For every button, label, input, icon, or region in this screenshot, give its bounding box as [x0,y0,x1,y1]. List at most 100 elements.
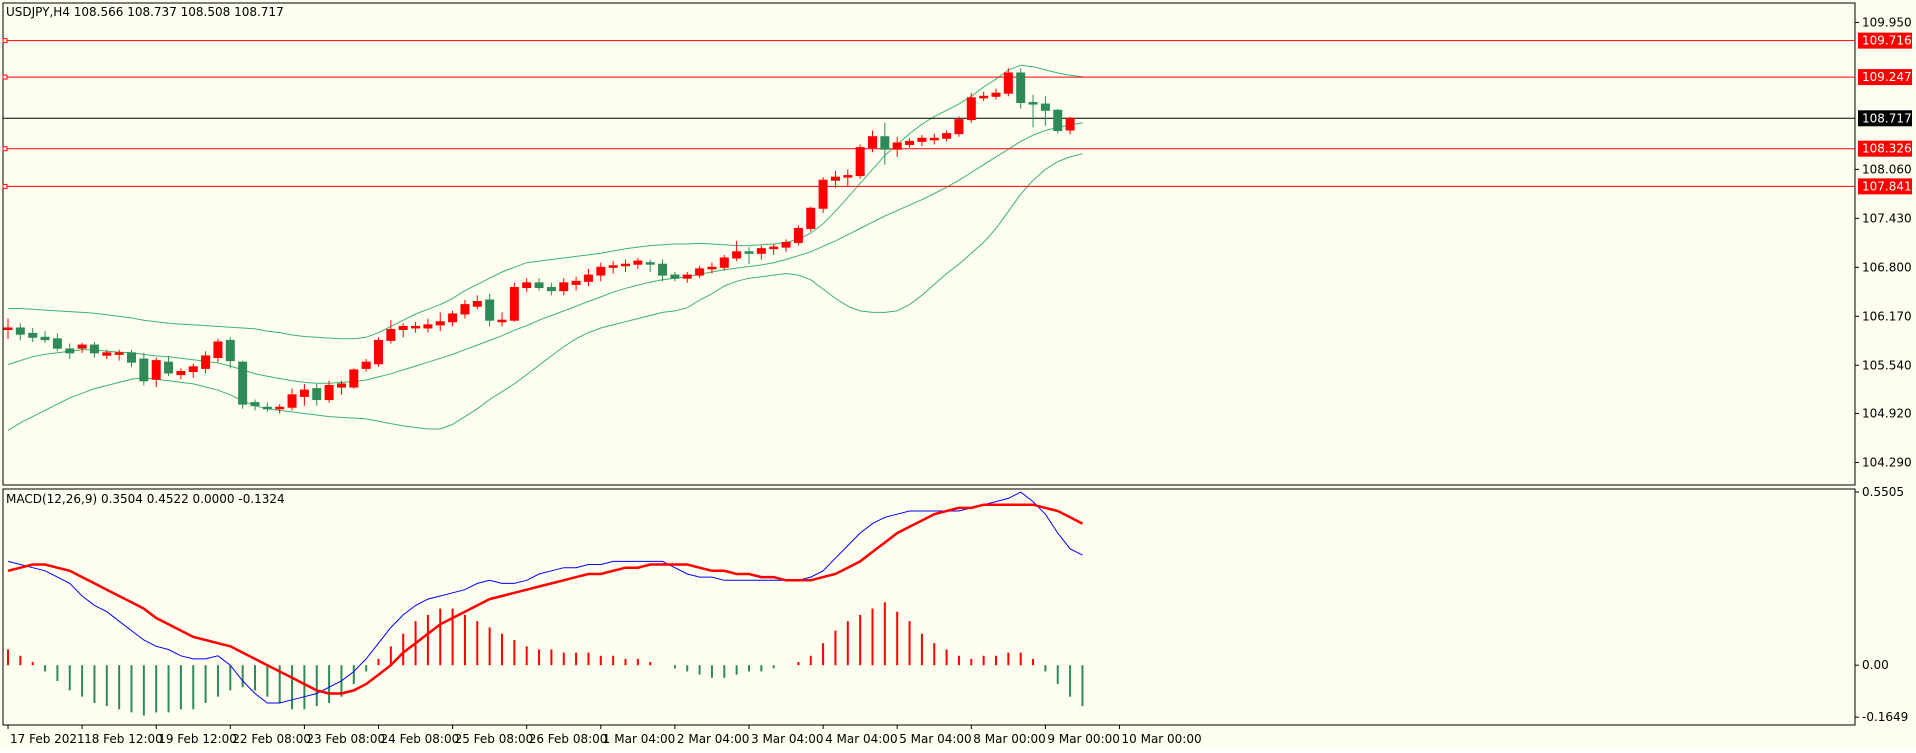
candle-body [262,406,272,410]
candle-body [608,265,618,268]
time-tick-label: 26 Feb 08:00 [529,732,608,746]
candle-body [892,142,902,150]
candle-body [349,369,359,388]
candle-body [472,301,482,307]
candle-body [954,119,964,135]
candle-body [781,241,791,248]
candle-body [880,136,890,150]
candle-body [460,304,470,315]
candle-body [744,251,754,254]
price-tick-label: 104.920 [1862,406,1912,420]
symbol-header: USDJPY,H4 108.566 108.737 108.508 108.71… [6,5,284,19]
level-handle[interactable] [2,146,8,152]
macd-tick-label: -0.1649 [1862,710,1908,724]
candle-body [201,355,211,369]
candle-body [213,341,223,359]
level-price-tag [1858,178,1912,195]
candle-body [559,282,569,292]
time-tick-label: 3 Mar 04:00 [751,732,824,746]
candle-body [1003,72,1013,94]
candle-body [238,361,248,405]
candle-body [658,263,668,276]
level-price-label: 109.716 [1862,34,1912,48]
candle-body [1016,72,1026,104]
band-lower-line [7,153,1083,432]
candle-body [65,348,75,354]
macd-indicator: 0.5505 0.00 -0.1649 [7,485,1908,724]
level-price-label: 107.841 [1862,179,1912,193]
candle-body [127,352,136,363]
candle-body [991,92,1001,97]
macd-header: MACD(12,26,9) 0.3504 0.4522 0.0000 -0.13… [6,492,285,506]
price-tick-label: 104.290 [1862,455,1912,469]
candle-body [151,360,161,380]
candle-body [695,268,705,276]
price-tick-label: 108.060 [1862,162,1912,176]
candle-body [164,361,174,374]
horizontal-levels: 109.716 109.247 108.326 107.841 108.717 [2,32,1912,195]
time-tick-label: 25 Feb 08:00 [455,732,534,746]
time-tick-label: 10 Mar 00:00 [1122,732,1202,746]
time-tick-label: 17 Feb 2021 [10,732,85,746]
candle-body [855,147,865,177]
band-middle-line [7,122,1083,384]
candle-body [485,299,495,321]
candle-body [682,274,692,279]
candle-body [1053,109,1063,131]
candle-body [868,136,877,149]
candle-body [596,266,606,276]
candle-body [89,344,99,354]
candle-body [917,137,927,142]
time-tick-label: 4 Mar 04:00 [825,732,898,746]
candle-body [793,227,803,243]
time-tick-label: 18 Feb 12:00 [84,732,163,746]
candle-body [929,137,939,141]
price-tick-label: 105.540 [1862,358,1912,372]
time-tick-label: 9 Mar 00:00 [1047,732,1120,746]
time-tick-label: 22 Feb 08:00 [232,732,311,746]
candle-body [77,344,87,349]
candle-body [102,352,112,356]
macd-main-line [7,491,1083,704]
candle-body [966,97,976,121]
candle-body [571,280,581,285]
candle-body [336,383,346,388]
candle-body [509,287,519,321]
candle-body [188,366,198,372]
candle-body [225,339,235,362]
candle-body [905,140,915,145]
time-tick-label: 5 Mar 04:00 [899,732,972,746]
candle-body [176,370,186,376]
candle-body [114,352,124,355]
time-tick-label: 19 Feb 12:00 [158,732,237,746]
candle-body [645,262,655,265]
candle-body [769,246,779,250]
candle-body [1065,117,1075,131]
candle-body [374,339,383,365]
candle-body [40,336,50,341]
level-price-tag [1858,32,1912,49]
level-price-tag [1858,140,1912,157]
band-upper-line [8,64,1083,340]
level-handle[interactable] [2,74,8,80]
candle-body [534,282,544,289]
candle-body [843,175,853,178]
candle-body [633,260,643,265]
level-handle[interactable] [2,38,8,44]
current-price-label: 108.717 [1862,111,1912,125]
level-price-label: 109.247 [1862,70,1912,84]
candle-body [756,248,766,254]
candle-body [719,257,729,268]
candle-body [707,266,717,270]
price-tick-label: 107.430 [1862,211,1912,225]
time-tick-label: 8 Mar 00:00 [973,732,1046,746]
time-tick-label: 1 Mar 04:00 [603,732,676,746]
candle-body [3,327,13,331]
bollinger-bands [7,64,1083,432]
level-handle[interactable] [2,183,8,189]
time-tick-label: 24 Feb 08:00 [381,732,460,746]
candle-body [979,95,989,99]
